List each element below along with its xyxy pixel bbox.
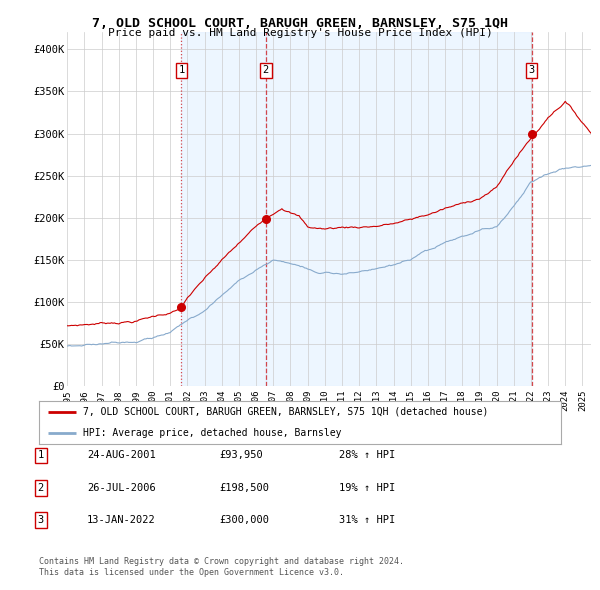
Text: 1: 1 [38,451,44,460]
Text: 28% ↑ HPI: 28% ↑ HPI [339,451,395,460]
Text: 31% ↑ HPI: 31% ↑ HPI [339,516,395,525]
Text: 3: 3 [38,516,44,525]
Text: 13-JAN-2022: 13-JAN-2022 [87,516,156,525]
Text: 2: 2 [38,483,44,493]
Text: 3: 3 [529,65,535,76]
Text: £93,950: £93,950 [219,451,263,460]
Text: 7, OLD SCHOOL COURT, BARUGH GREEN, BARNSLEY, S75 1QH: 7, OLD SCHOOL COURT, BARUGH GREEN, BARNS… [92,17,508,30]
Text: 7, OLD SCHOOL COURT, BARUGH GREEN, BARNSLEY, S75 1QH (detached house): 7, OLD SCHOOL COURT, BARUGH GREEN, BARNS… [83,407,489,417]
Bar [266,32,532,386]
Text: 26-JUL-2006: 26-JUL-2006 [87,483,156,493]
Text: £198,500: £198,500 [219,483,269,493]
Text: This data is licensed under the Open Government Licence v3.0.: This data is licensed under the Open Gov… [39,568,344,577]
Text: Price paid vs. HM Land Registry's House Price Index (HPI): Price paid vs. HM Land Registry's House … [107,28,493,38]
Text: HPI: Average price, detached house, Barnsley: HPI: Average price, detached house, Barn… [83,428,342,438]
Text: £300,000: £300,000 [219,516,269,525]
Text: 2: 2 [263,65,269,76]
Bar [181,32,266,386]
Text: Contains HM Land Registry data © Crown copyright and database right 2024.: Contains HM Land Registry data © Crown c… [39,558,404,566]
Text: 24-AUG-2001: 24-AUG-2001 [87,451,156,460]
Text: 19% ↑ HPI: 19% ↑ HPI [339,483,395,493]
Text: 1: 1 [178,65,184,76]
